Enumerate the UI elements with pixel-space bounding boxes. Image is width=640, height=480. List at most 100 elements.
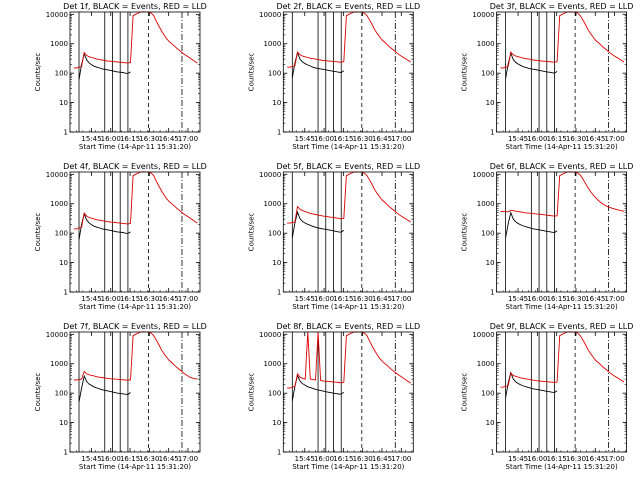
y-tick-label: 1 bbox=[64, 129, 68, 137]
y-tick-label: 100 bbox=[481, 390, 494, 398]
y-tick-label: 1000 bbox=[50, 360, 68, 368]
y-tick-label: 10000 bbox=[472, 171, 494, 179]
x-tick-label: 15:45 bbox=[508, 295, 528, 303]
x-tick-label: 16:15 bbox=[547, 135, 567, 143]
x-axis-label: Start Time (14-Apr-11 15:31:20) bbox=[292, 303, 404, 311]
x-axis-label: Start Time (14-Apr-11 15:31:20) bbox=[79, 143, 191, 151]
x-tick-label: 16:00 bbox=[314, 295, 334, 303]
y-tick-label: 10000 bbox=[259, 331, 281, 339]
y-tick-label: 1 bbox=[490, 449, 494, 457]
y-tick-label: 100 bbox=[268, 230, 281, 238]
y-tick-label: 100 bbox=[55, 70, 68, 78]
x-tick-label: 16:00 bbox=[101, 135, 121, 143]
y-axis-label: Counts/sec bbox=[461, 213, 469, 252]
y-tick-label: 1000 bbox=[50, 40, 68, 48]
x-tick-label: 15:45 bbox=[295, 295, 315, 303]
y-tick-label: 100 bbox=[268, 390, 281, 398]
x-tick-label: 16:15 bbox=[547, 455, 567, 463]
lld-series-line bbox=[500, 331, 625, 388]
x-tick-label: 17:00 bbox=[604, 455, 624, 463]
x-tick-label: 16:45 bbox=[372, 295, 392, 303]
y-tick-label: 100 bbox=[268, 70, 281, 78]
plot-frame bbox=[496, 171, 628, 293]
plot-frame bbox=[282, 11, 414, 133]
panel-1: Det 1f, BLACK = Events, RED = LLD Counts/… bbox=[34, 2, 207, 151]
x-axis-label: Start Time (14-Apr-11 15:31:20) bbox=[292, 463, 404, 471]
y-axis-label: Counts/sec bbox=[247, 213, 255, 252]
lld-series-line bbox=[287, 11, 411, 68]
plot-frame bbox=[282, 171, 414, 293]
events-series-line bbox=[291, 210, 345, 238]
x-tick-label: 16:30 bbox=[566, 295, 586, 303]
y-tick-label: 10 bbox=[486, 99, 495, 107]
y-axis-label: Counts/sec bbox=[461, 53, 469, 92]
x-tick-label: 15:45 bbox=[81, 135, 101, 143]
x-tick-label: 16:15 bbox=[120, 135, 140, 143]
x-tick-label: 16:00 bbox=[527, 135, 547, 143]
x-tick-label: 17:00 bbox=[391, 135, 411, 143]
x-tick-label: 15:45 bbox=[508, 135, 528, 143]
y-tick-label: 10 bbox=[59, 259, 68, 267]
y-axis-label: Counts/sec bbox=[34, 53, 42, 92]
events-series-line bbox=[505, 51, 558, 79]
x-tick-label: 16:45 bbox=[372, 135, 392, 143]
y-tick-label: 1 bbox=[277, 129, 281, 137]
panel-title: Det 5f, BLACK = Events, RED = LLD bbox=[276, 162, 420, 171]
x-tick-label: 16:30 bbox=[353, 295, 373, 303]
x-tick-label: 17:00 bbox=[391, 455, 411, 463]
x-tick-label: 15:45 bbox=[81, 295, 101, 303]
y-tick-label: 100 bbox=[55, 390, 68, 398]
y-tick-label: 1000 bbox=[477, 200, 495, 208]
x-tick-label: 16:15 bbox=[333, 295, 353, 303]
x-tick-label: 17:00 bbox=[178, 295, 198, 303]
x-tick-label: 16:45 bbox=[159, 455, 179, 463]
plot-frame bbox=[282, 331, 414, 453]
lld-series-line bbox=[500, 171, 625, 217]
y-tick-label: 1 bbox=[64, 289, 68, 297]
x-tick-label: 16:30 bbox=[139, 455, 159, 463]
y-tick-label: 10 bbox=[486, 419, 495, 427]
x-tick-label: 16:00 bbox=[101, 295, 121, 303]
x-tick-label: 17:00 bbox=[178, 455, 198, 463]
y-tick-label: 10000 bbox=[472, 331, 494, 339]
x-tick-label: 16:00 bbox=[314, 135, 334, 143]
y-tick-label: 100 bbox=[481, 230, 494, 238]
y-tick-label: 1000 bbox=[50, 200, 68, 208]
lld-series-line bbox=[287, 331, 411, 389]
y-tick-label: 10 bbox=[272, 419, 281, 427]
y-tick-label: 1000 bbox=[263, 40, 281, 48]
x-tick-label: 16:45 bbox=[585, 455, 605, 463]
y-axis-label: Counts/sec bbox=[247, 53, 255, 92]
x-tick-label: 16:30 bbox=[566, 135, 586, 143]
y-tick-label: 10000 bbox=[46, 331, 68, 339]
y-tick-label: 1000 bbox=[477, 360, 495, 368]
x-tick-label: 16:45 bbox=[159, 135, 179, 143]
x-tick-label: 16:00 bbox=[101, 455, 121, 463]
panel-title: Det 8f, BLACK = Events, RED = LLD bbox=[276, 322, 420, 331]
x-tick-label: 17:00 bbox=[178, 135, 198, 143]
events-series-line bbox=[505, 211, 558, 238]
plot-frame bbox=[69, 171, 201, 293]
panel-8: Det 8f, BLACK = Events, RED = LLD Counts/… bbox=[247, 322, 420, 471]
panel-9: Det 9f, BLACK = Events, RED = LLD Counts/… bbox=[461, 322, 634, 471]
lld-series-line bbox=[500, 11, 625, 69]
x-axis-label: Start Time (14-Apr-11 15:31:20) bbox=[79, 463, 191, 471]
y-tick-label: 10 bbox=[59, 419, 68, 427]
x-tick-label: 16:30 bbox=[353, 135, 373, 143]
x-tick-label: 16:45 bbox=[372, 455, 392, 463]
y-axis-label: Counts/sec bbox=[34, 373, 42, 412]
y-axis-label: Counts/sec bbox=[34, 213, 42, 252]
x-tick-label: 17:00 bbox=[391, 295, 411, 303]
x-tick-label: 16:45 bbox=[585, 295, 605, 303]
x-tick-label: 15:45 bbox=[81, 455, 101, 463]
x-axis-label: Start Time (14-Apr-11 15:31:20) bbox=[506, 143, 618, 151]
x-tick-label: 16:45 bbox=[585, 135, 605, 143]
plot-frame bbox=[496, 331, 628, 453]
x-tick-label: 16:00 bbox=[314, 455, 334, 463]
y-tick-label: 1000 bbox=[477, 40, 495, 48]
y-tick-label: 1000 bbox=[263, 200, 281, 208]
x-tick-label: 16:45 bbox=[159, 295, 179, 303]
panel-title: Det 1f, BLACK = Events, RED = LLD bbox=[63, 2, 207, 11]
x-tick-label: 16:15 bbox=[120, 295, 140, 303]
